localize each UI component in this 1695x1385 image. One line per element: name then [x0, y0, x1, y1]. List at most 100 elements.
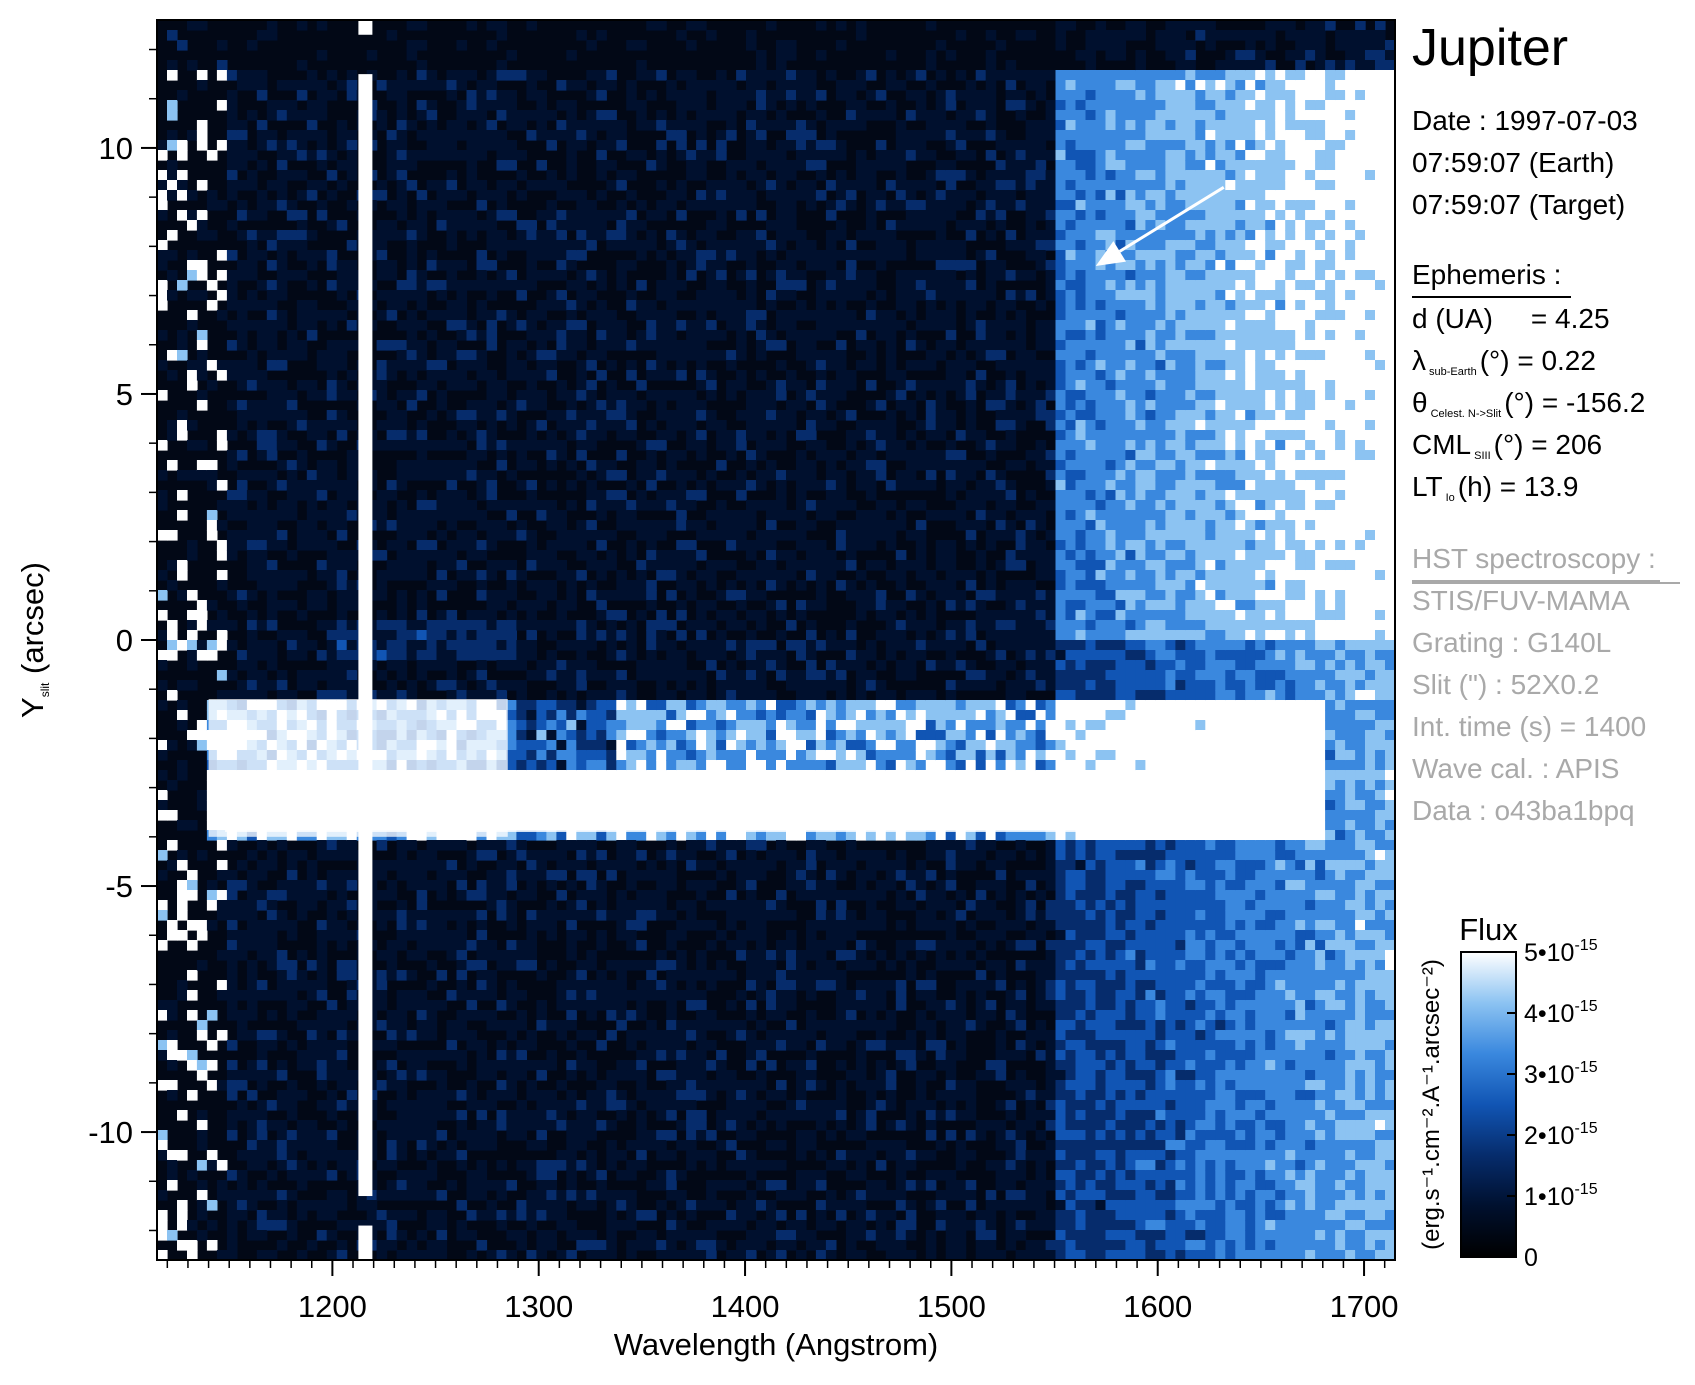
heatmap-cell: [736, 860, 747, 871]
heatmap-cell: [416, 230, 428, 241]
heatmap-cell: [516, 360, 527, 371]
heatmap-cell: [177, 700, 188, 711]
heatmap-cell: [766, 750, 777, 761]
heatmap-cell: [346, 580, 358, 591]
heatmap-cell: [486, 1200, 498, 1211]
heatmap-cell: [606, 910, 617, 921]
heatmap-cell: [386, 1120, 398, 1131]
heatmap-cell: [556, 760, 567, 771]
heatmap-cell: [326, 550, 338, 561]
heatmap-cell: [476, 1070, 488, 1081]
heatmap-cell: [616, 630, 627, 641]
heatmap-cell: [436, 1210, 448, 1221]
heatmap-cell: [446, 870, 458, 881]
heatmap-cell: [736, 100, 747, 111]
heatmap-cell: [796, 640, 807, 651]
heatmap-cell: [586, 270, 597, 281]
heatmap-cell: [536, 370, 547, 381]
heatmap-cell: [456, 320, 468, 331]
heatmap-cell: [506, 980, 517, 991]
heatmap-cell: [436, 880, 448, 891]
heatmap-cell: [546, 270, 557, 281]
heatmap-cell: [456, 980, 468, 991]
heatmap-cell: [686, 910, 697, 921]
heatmap-cell: [256, 430, 268, 441]
heatmap-cell: [167, 110, 178, 121]
heatmap-cell: [696, 400, 707, 411]
heatmap-cell: [556, 520, 567, 531]
heatmap-cell: [466, 100, 478, 111]
heatmap-cell: [636, 940, 647, 951]
heatmap-cell: [776, 530, 787, 541]
heatmap-cell: [246, 410, 258, 421]
heatmap-cell: [616, 420, 627, 431]
heatmap-cell: [316, 1030, 328, 1041]
heatmap-cell: [676, 130, 687, 141]
heatmap-cell: [406, 80, 418, 91]
heatmap-cell: [726, 100, 737, 111]
heatmap-cell: [246, 150, 258, 161]
heatmap-cell: [636, 1010, 647, 1021]
heatmap-cell: [706, 250, 717, 261]
heatmap-cell: [406, 550, 418, 561]
heatmap-cell: [246, 920, 258, 931]
heatmap-cell: [306, 530, 318, 541]
heatmap-cell: [486, 470, 498, 481]
heatmap-cell: [526, 1030, 537, 1041]
heatmap-cell: [586, 1100, 597, 1111]
heatmap-cell: [236, 270, 248, 281]
heatmap-cell: [586, 1120, 597, 1131]
heatmap-cell: [566, 620, 577, 631]
heatmap-cell: [526, 1140, 537, 1151]
heatmap-cell: [686, 90, 697, 101]
heatmap-cell: [386, 890, 398, 901]
heatmap-cell: [276, 380, 288, 391]
heatmap-cell: [706, 1150, 717, 1161]
heatmap-cell: [776, 610, 787, 621]
heatmap-cell: [726, 750, 737, 761]
heatmap-cell: [276, 690, 288, 701]
heatmap-cell: [276, 180, 288, 191]
heatmap-cell: [646, 580, 657, 591]
heatmap-cell: [386, 480, 398, 491]
heatmap-cell: [216, 1190, 228, 1201]
heatmap-cell: [676, 580, 687, 591]
heatmap-cell: [666, 330, 677, 341]
heatmap-cell: [216, 1250, 228, 1260]
heatmap-cell: [616, 1010, 627, 1021]
heatmap-cell: [736, 1180, 747, 1191]
heatmap-cell: [246, 320, 258, 331]
heatmap-cell: [276, 580, 288, 591]
heatmap-cell: [346, 1000, 358, 1011]
heatmap-cell: [576, 980, 587, 991]
heatmap-cell: [696, 690, 707, 701]
heatmap-cell: [536, 1170, 547, 1181]
heatmap-cell: [286, 550, 298, 561]
heatmap-cell: [396, 1210, 408, 1221]
heatmap-cell: [796, 950, 807, 961]
heatmap-cell: [606, 420, 617, 431]
heatmap-cell: [376, 1020, 388, 1031]
heatmap-cell: [346, 160, 358, 171]
heatmap-cell: [706, 1230, 717, 1241]
heatmap-cell: [486, 420, 498, 431]
heatmap-cell: [516, 240, 527, 251]
heatmap-cell: [416, 520, 428, 531]
heatmap-cell: [666, 860, 677, 871]
heatmap-cell: [496, 650, 508, 661]
heatmap-cell: [266, 1010, 278, 1021]
heatmap-cell: [446, 670, 458, 681]
heatmap-cell: [736, 200, 747, 211]
heatmap-cell: [496, 240, 508, 251]
heatmap-cell: [696, 1020, 707, 1031]
heatmap-cell: [316, 840, 328, 851]
heatmap-cell: [716, 770, 727, 781]
heatmap-cell: [296, 320, 308, 331]
heatmap-cell: [496, 890, 508, 901]
heatmap-cell: [536, 600, 547, 611]
heatmap-cell: [746, 400, 757, 411]
heatmap-cell: [786, 320, 797, 331]
heatmap-cell: [376, 890, 388, 901]
heatmap-cell: [336, 80, 348, 91]
heatmap-cell: [746, 80, 757, 91]
